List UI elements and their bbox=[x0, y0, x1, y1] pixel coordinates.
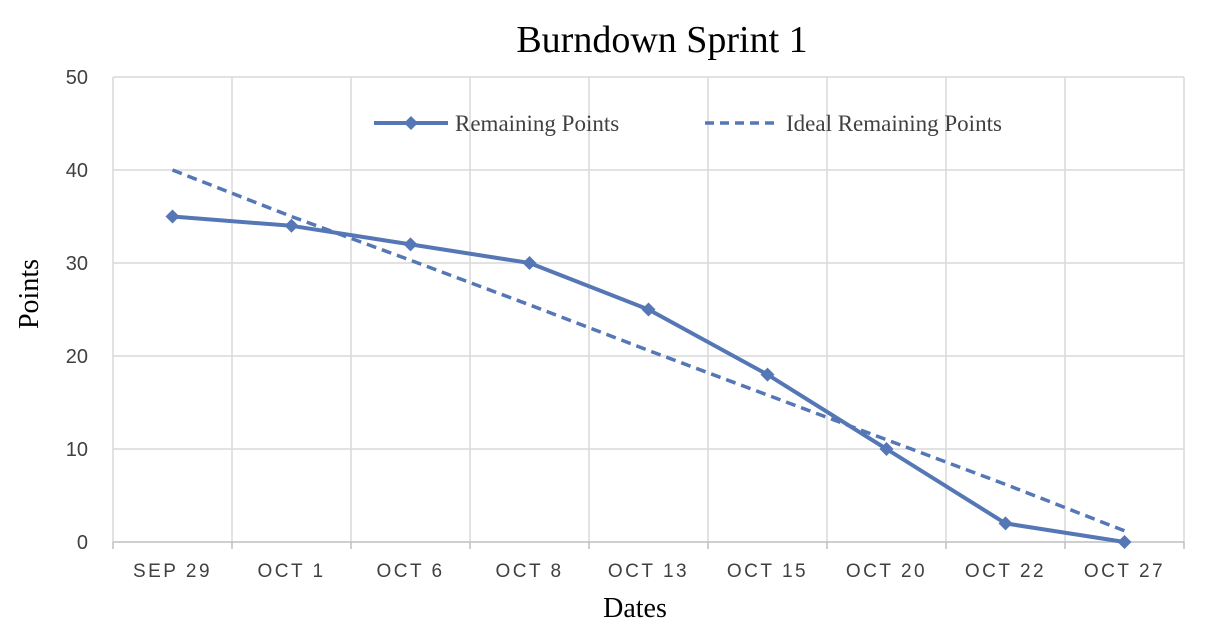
legend: Remaining Points Ideal Remaining Points bbox=[374, 111, 1002, 136]
remaining-point-marker bbox=[165, 209, 180, 224]
y-tick-label: 30 bbox=[66, 253, 88, 275]
legend-remaining-marker bbox=[404, 116, 418, 130]
x-tick-label: OCT 15 bbox=[727, 561, 808, 582]
legend-remaining-label: Remaining Points bbox=[455, 111, 619, 136]
gridlines bbox=[112, 76, 1185, 542]
x-tick-label: OCT 8 bbox=[495, 561, 563, 582]
remaining-point-marker bbox=[1117, 535, 1132, 549]
x-tick-label: OCT 27 bbox=[1084, 561, 1165, 582]
series-remaining-points bbox=[172, 214, 1125, 544]
remaining-point-marker bbox=[879, 442, 894, 456]
remaining-point-marker bbox=[522, 256, 537, 270]
x-axis-labels: SEP 29 OCT 1 OCT 6 OCT 8 OCT 13 OCT 15 OCT 20 O… bbox=[133, 561, 1165, 582]
y-tick-label: 40 bbox=[66, 160, 88, 182]
x-tick-label: SEP 29 bbox=[133, 561, 212, 582]
remaining-point-marker bbox=[998, 516, 1013, 531]
x-tick-label: OCT 1 bbox=[257, 561, 325, 582]
chart-title: Burndown Sprint 1 bbox=[516, 19, 807, 61]
remaining-point-marker bbox=[760, 367, 775, 382]
x-axis-ticks bbox=[112, 542, 1185, 549]
x-tick-label: OCT 6 bbox=[376, 561, 444, 582]
legend-ideal-label: Ideal Remaining Points bbox=[786, 111, 1002, 136]
series-layer bbox=[165, 168, 1132, 549]
x-tick-label: OCT 13 bbox=[608, 561, 689, 582]
x-tick-label: OCT 22 bbox=[965, 561, 1046, 582]
y-axis-title: Points bbox=[14, 259, 45, 329]
y-tick-label: 50 bbox=[66, 67, 88, 89]
y-tick-label: 20 bbox=[66, 346, 88, 368]
remaining-point-marker bbox=[284, 218, 299, 233]
y-tick-label: 0 bbox=[77, 532, 88, 554]
remaining-point-marker bbox=[403, 237, 418, 252]
x-tick-label: OCT 20 bbox=[846, 561, 927, 582]
y-axis-labels: 0 10 20 30 40 50 bbox=[66, 67, 88, 554]
x-axis-title: Dates bbox=[603, 593, 667, 624]
remaining-point-marker bbox=[641, 302, 656, 317]
series-ideal-remaining-points bbox=[171, 168, 1126, 533]
y-tick-label: 10 bbox=[66, 439, 88, 461]
